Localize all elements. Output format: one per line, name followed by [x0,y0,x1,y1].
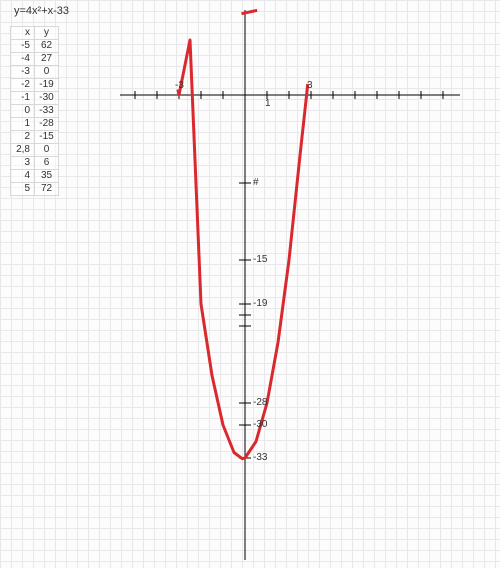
plot-svg [0,0,500,568]
axis-label: -15 [253,255,267,265]
axis-label: -3 [175,81,184,91]
axis-label: -33 [253,453,267,463]
axis-label: -28 [253,398,267,408]
axis-label: 3 [307,81,313,91]
parabola-curve [178,40,308,459]
axis-label: 1 [265,99,271,109]
axis-label: -30 [253,420,267,430]
ticks [135,91,443,458]
axes [120,10,460,560]
top-mark [241,9,257,15]
axis-label: -19 [253,299,267,309]
axis-label: # [253,178,259,188]
